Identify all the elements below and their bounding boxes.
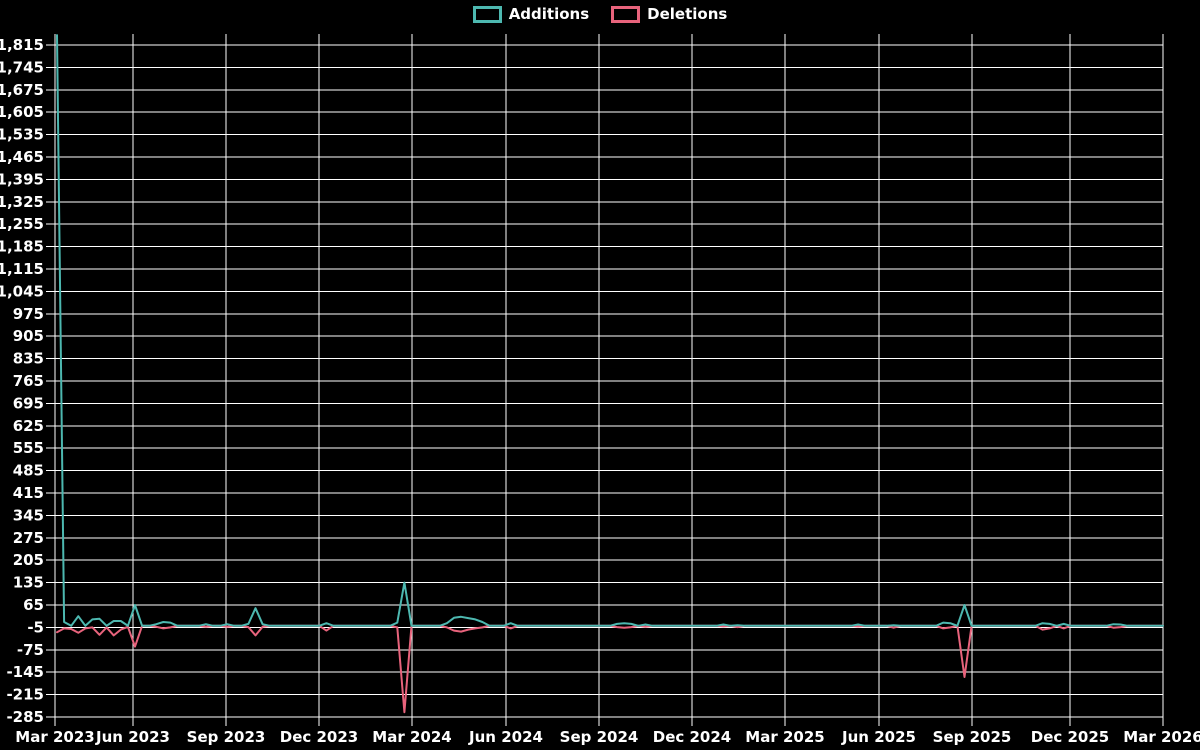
y-tick-label: 1,395	[0, 170, 44, 188]
y-tick-label: 905	[13, 327, 44, 345]
y-tick-label: 1,325	[0, 193, 44, 211]
legend-label-deletions: Deletions	[647, 5, 728, 23]
y-tick-label: 205	[13, 551, 44, 569]
y-tick-label: 135	[13, 574, 44, 592]
x-tick-label: Mar 2023	[15, 728, 94, 746]
y-tick-label: 555	[13, 439, 44, 457]
x-tick-label: Mar 2025	[745, 728, 824, 746]
y-tick-label: 345	[13, 506, 44, 524]
x-tick-label: Dec 2025	[1031, 728, 1110, 746]
deletions-swatch-icon	[611, 6, 641, 23]
x-tick-label: Mar 2026	[1123, 728, 1200, 746]
x-tick-label: Dec 2023	[280, 728, 359, 746]
y-tick-label: 65	[23, 596, 44, 614]
y-tick-label: 975	[13, 305, 44, 323]
y-tick-label: 1,255	[0, 215, 44, 233]
x-tick-label: Sep 2024	[560, 728, 639, 746]
y-tick-label: 1,605	[0, 103, 44, 121]
x-tick-label: Sep 2023	[187, 728, 266, 746]
x-tick-label: Jun 2024	[468, 728, 543, 746]
y-tick-label: 695	[13, 394, 44, 412]
y-tick-label: -215	[6, 686, 44, 704]
legend-item-deletions[interactable]: Deletions	[611, 6, 727, 23]
y-tick-label: 835	[13, 350, 44, 368]
y-tick-label: 1,535	[0, 126, 44, 144]
chart-legend: Additions Deletions	[0, 6, 1200, 23]
y-tick-label: 275	[13, 529, 44, 547]
y-tick-label: 625	[13, 417, 44, 435]
y-tick-label: 1,815	[0, 36, 44, 54]
x-tick-label: Sep 2025	[933, 728, 1012, 746]
deletions-line	[56, 624, 1164, 714]
y-tick-label: 485	[13, 462, 44, 480]
y-tick-label: -285	[6, 708, 44, 726]
y-tick-label: -75	[17, 641, 44, 659]
x-tick-label: Jun 2025	[841, 728, 916, 746]
legend-label-additions: Additions	[508, 5, 590, 23]
x-tick-label: Jun 2023	[95, 728, 170, 746]
y-tick-label: 1,675	[0, 81, 44, 99]
y-tick-label: -145	[6, 663, 44, 681]
y-tick-label: 415	[13, 484, 44, 502]
y-tick-label: 1,745	[0, 58, 44, 76]
x-tick-label: Mar 2024	[372, 728, 451, 746]
y-tick-label: 1,465	[0, 148, 44, 166]
y-tick-label: 1,045	[0, 282, 44, 300]
y-tick-label: 1,115	[0, 260, 44, 278]
y-tick-label: 765	[13, 372, 44, 390]
additions-swatch-icon	[472, 6, 502, 23]
legend-item-additions[interactable]: Additions	[472, 5, 590, 23]
x-tick-label: Dec 2024	[653, 728, 732, 746]
additions-line	[56, 34, 1164, 627]
y-tick-label: -5	[27, 618, 44, 636]
y-tick-label: 1,185	[0, 238, 44, 256]
